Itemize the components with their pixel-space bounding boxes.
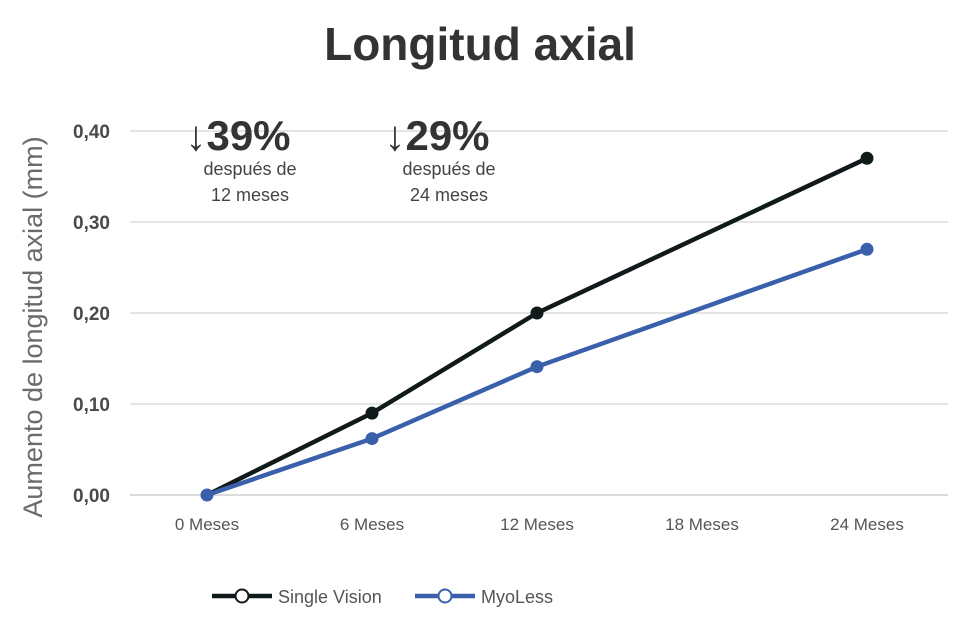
- data-point: [530, 306, 544, 320]
- x-tick-label: 12 Meses: [500, 515, 574, 534]
- data-point: [860, 151, 874, 165]
- x-tick-label: 18 Meses: [665, 515, 739, 534]
- annotation-line: 24 meses: [410, 185, 488, 205]
- data-point: [530, 360, 544, 374]
- y-tick-label: 0,20: [73, 304, 110, 325]
- series-0: [205, 151, 874, 498]
- y-tick-label: 0,10: [73, 395, 110, 416]
- data-point: [365, 406, 379, 420]
- legend: Single Vision MyoLess: [212, 587, 553, 607]
- legend-label: MyoLess: [481, 587, 553, 607]
- y-tick-label: 0,30: [73, 213, 110, 234]
- data-point: [365, 432, 379, 446]
- y-tick-label: 0,40: [73, 122, 110, 143]
- data-point: [860, 242, 874, 256]
- series-line: [205, 156, 868, 498]
- annotation-line: 12 meses: [211, 185, 289, 205]
- series-lines: [200, 151, 874, 502]
- y-axis-label: Aumento de longitud axial (mm): [18, 136, 48, 517]
- legend-marker: [437, 588, 453, 604]
- y-tick-label: 0,00: [73, 486, 110, 507]
- legend-item: Single Vision: [212, 587, 382, 607]
- legend-marker: [234, 588, 250, 604]
- data-point: [200, 488, 214, 502]
- series-line: [206, 247, 868, 498]
- annotation-line: después de: [203, 159, 296, 179]
- x-tick-labels: 0 Meses 6 Meses 12 Meses 18 Meses 24 Meses: [175, 515, 904, 534]
- annotation-percent: ↓39%: [185, 112, 290, 159]
- annotation-percent: ↓29%: [384, 112, 489, 159]
- x-tick-label: 24 Meses: [830, 515, 904, 534]
- series-1: [200, 242, 874, 502]
- legend-label: Single Vision: [278, 587, 382, 607]
- x-tick-label: 0 Meses: [175, 515, 239, 534]
- annotation-line: después de: [402, 159, 495, 179]
- legend-item: MyoLess: [415, 587, 553, 607]
- x-tick-label: 6 Meses: [340, 515, 404, 534]
- y-tick-labels: 0,00 0,10 0,20 0,30 0,40: [73, 122, 110, 507]
- chart-title: Longitud axial: [324, 18, 636, 70]
